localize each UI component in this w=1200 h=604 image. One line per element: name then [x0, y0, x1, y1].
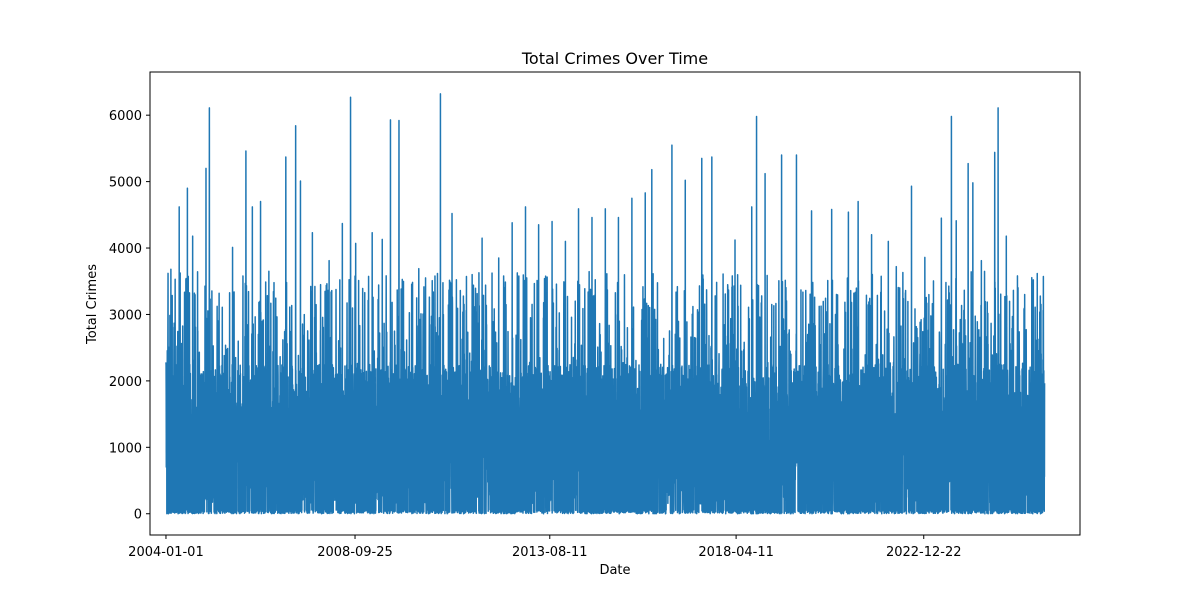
y-tick-label: 1000 [109, 441, 142, 456]
y-tick-label: 3000 [109, 308, 142, 323]
x-tick-label: 2008-09-25 [317, 545, 393, 560]
y-axis-label: Total Crimes [85, 264, 100, 345]
plot-layer [165, 93, 1046, 515]
x-axis-label: Date [599, 563, 630, 578]
plot-frame [149, 71, 1081, 536]
y-tick-label: 5000 [109, 176, 142, 191]
x-tick-label: 2018-04-11 [698, 545, 774, 560]
y-tick-label: 4000 [109, 242, 142, 257]
tick-layer: 0 1000 2000 3000 4000 5000 6000 2004-01-01 2008-… [109, 109, 962, 560]
y-tick-label: 2000 [109, 375, 142, 390]
x-tick-label: 2022-12-22 [886, 545, 962, 560]
chart-title: Total Crimes Over Time [521, 49, 708, 68]
y-tick-label: 0 [134, 508, 142, 523]
series-line-0 [165, 93, 1046, 515]
x-tick-label: 2013-08-11 [512, 545, 588, 560]
x-tick-label: 2004-01-01 [128, 545, 204, 560]
y-tick-label: 6000 [109, 109, 142, 124]
